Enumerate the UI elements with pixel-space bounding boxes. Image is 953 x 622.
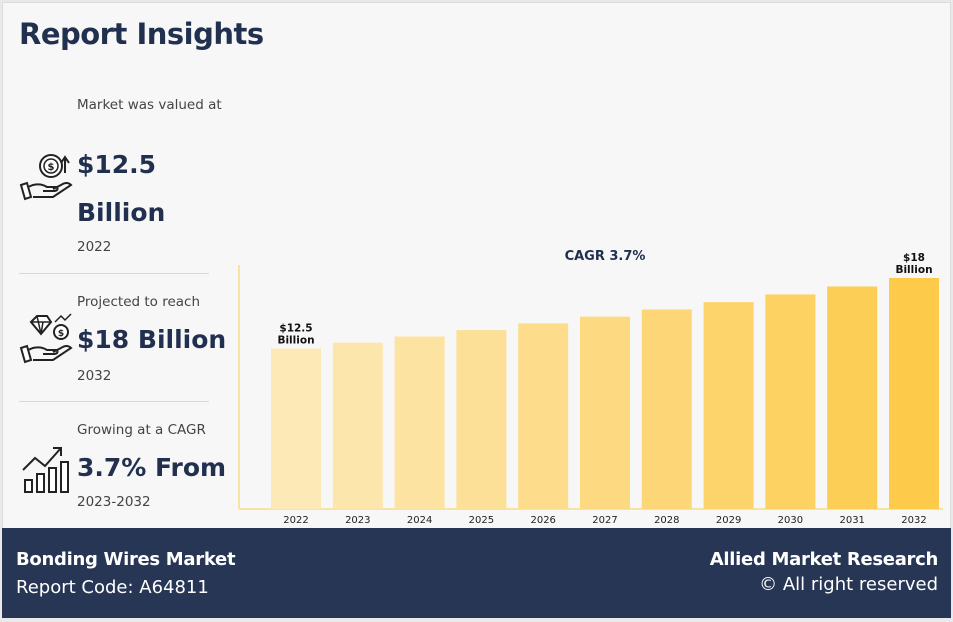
bar-2027 [580, 316, 630, 509]
data-label: Billion [895, 264, 932, 276]
svg-text:$: $ [58, 329, 64, 339]
svg-text:$: $ [48, 162, 55, 173]
x-tick-label: 2029 [716, 515, 741, 526]
growth-chart-icon [19, 440, 75, 496]
page-title: Report Insights [19, 17, 264, 51]
stat-value: $18 Billion [77, 325, 227, 354]
divider [19, 401, 209, 402]
money-hand-icon: $ [19, 149, 75, 205]
data-label: $12.5 [279, 323, 312, 335]
stat-year: 2022 [77, 239, 112, 255]
bar-2023 [332, 342, 383, 509]
x-tick-label: 2026 [530, 515, 555, 526]
bar-2026 [518, 323, 569, 509]
stat-market-value: $ Market was valued at $12.5 Billion 202… [19, 93, 224, 268]
market-name: Bonding Wires Market [16, 549, 236, 570]
stat-label: Growing at a CAGR [77, 422, 206, 438]
x-tick-label: 2031 [839, 515, 864, 526]
bar-2022 [271, 348, 321, 509]
x-tick-label: 2025 [469, 515, 494, 526]
copyright-text: © All right reserved [759, 574, 938, 595]
brand-name: Allied Market Research [709, 549, 939, 570]
x-tick-label: 2023 [345, 515, 370, 526]
stat-cagr: Growing at a CAGR 3.7% From 2023-2032 [19, 418, 227, 523]
data-label: $18 [903, 252, 925, 264]
bar-2030 [765, 294, 816, 509]
stat-value: $12.5 Billion [77, 150, 166, 227]
report-code: Report Code: A64811 [16, 577, 209, 598]
bar-2028 [641, 309, 692, 509]
stat-projected: $ Projected to reach $18 Billion 2032 [19, 290, 227, 395]
stat-label: Projected to reach [77, 294, 201, 310]
stat-year: 2032 [77, 368, 112, 384]
stat-year: 2023-2032 [77, 494, 151, 510]
bar-2025 [456, 330, 507, 509]
bar-chart: CAGR 3.7% 2022 2023 2024 2025 2026 2027 2028 202… [238, 249, 943, 526]
bar-2031 [827, 286, 878, 509]
x-tick-label: 2032 [901, 515, 926, 526]
x-tick-label: 2027 [592, 515, 617, 526]
bar-2024 [394, 336, 445, 509]
bar-2032 [889, 278, 939, 509]
stat-label: Market was valued at [77, 97, 222, 113]
x-tick-label: 2022 [283, 515, 308, 526]
divider [19, 273, 209, 274]
data-label: Billion [277, 335, 314, 347]
chart-title: CAGR 3.7% [565, 249, 646, 264]
x-tick-label: 2030 [778, 515, 803, 526]
x-tick-label: 2028 [654, 515, 679, 526]
diamond-hand-icon: $ [19, 312, 75, 368]
x-tick-label: 2024 [407, 515, 432, 526]
stat-value: 3.7% From [77, 453, 227, 482]
bar-2029 [703, 302, 754, 509]
footer: Bonding Wires Market Report Code: A64811… [2, 528, 951, 618]
